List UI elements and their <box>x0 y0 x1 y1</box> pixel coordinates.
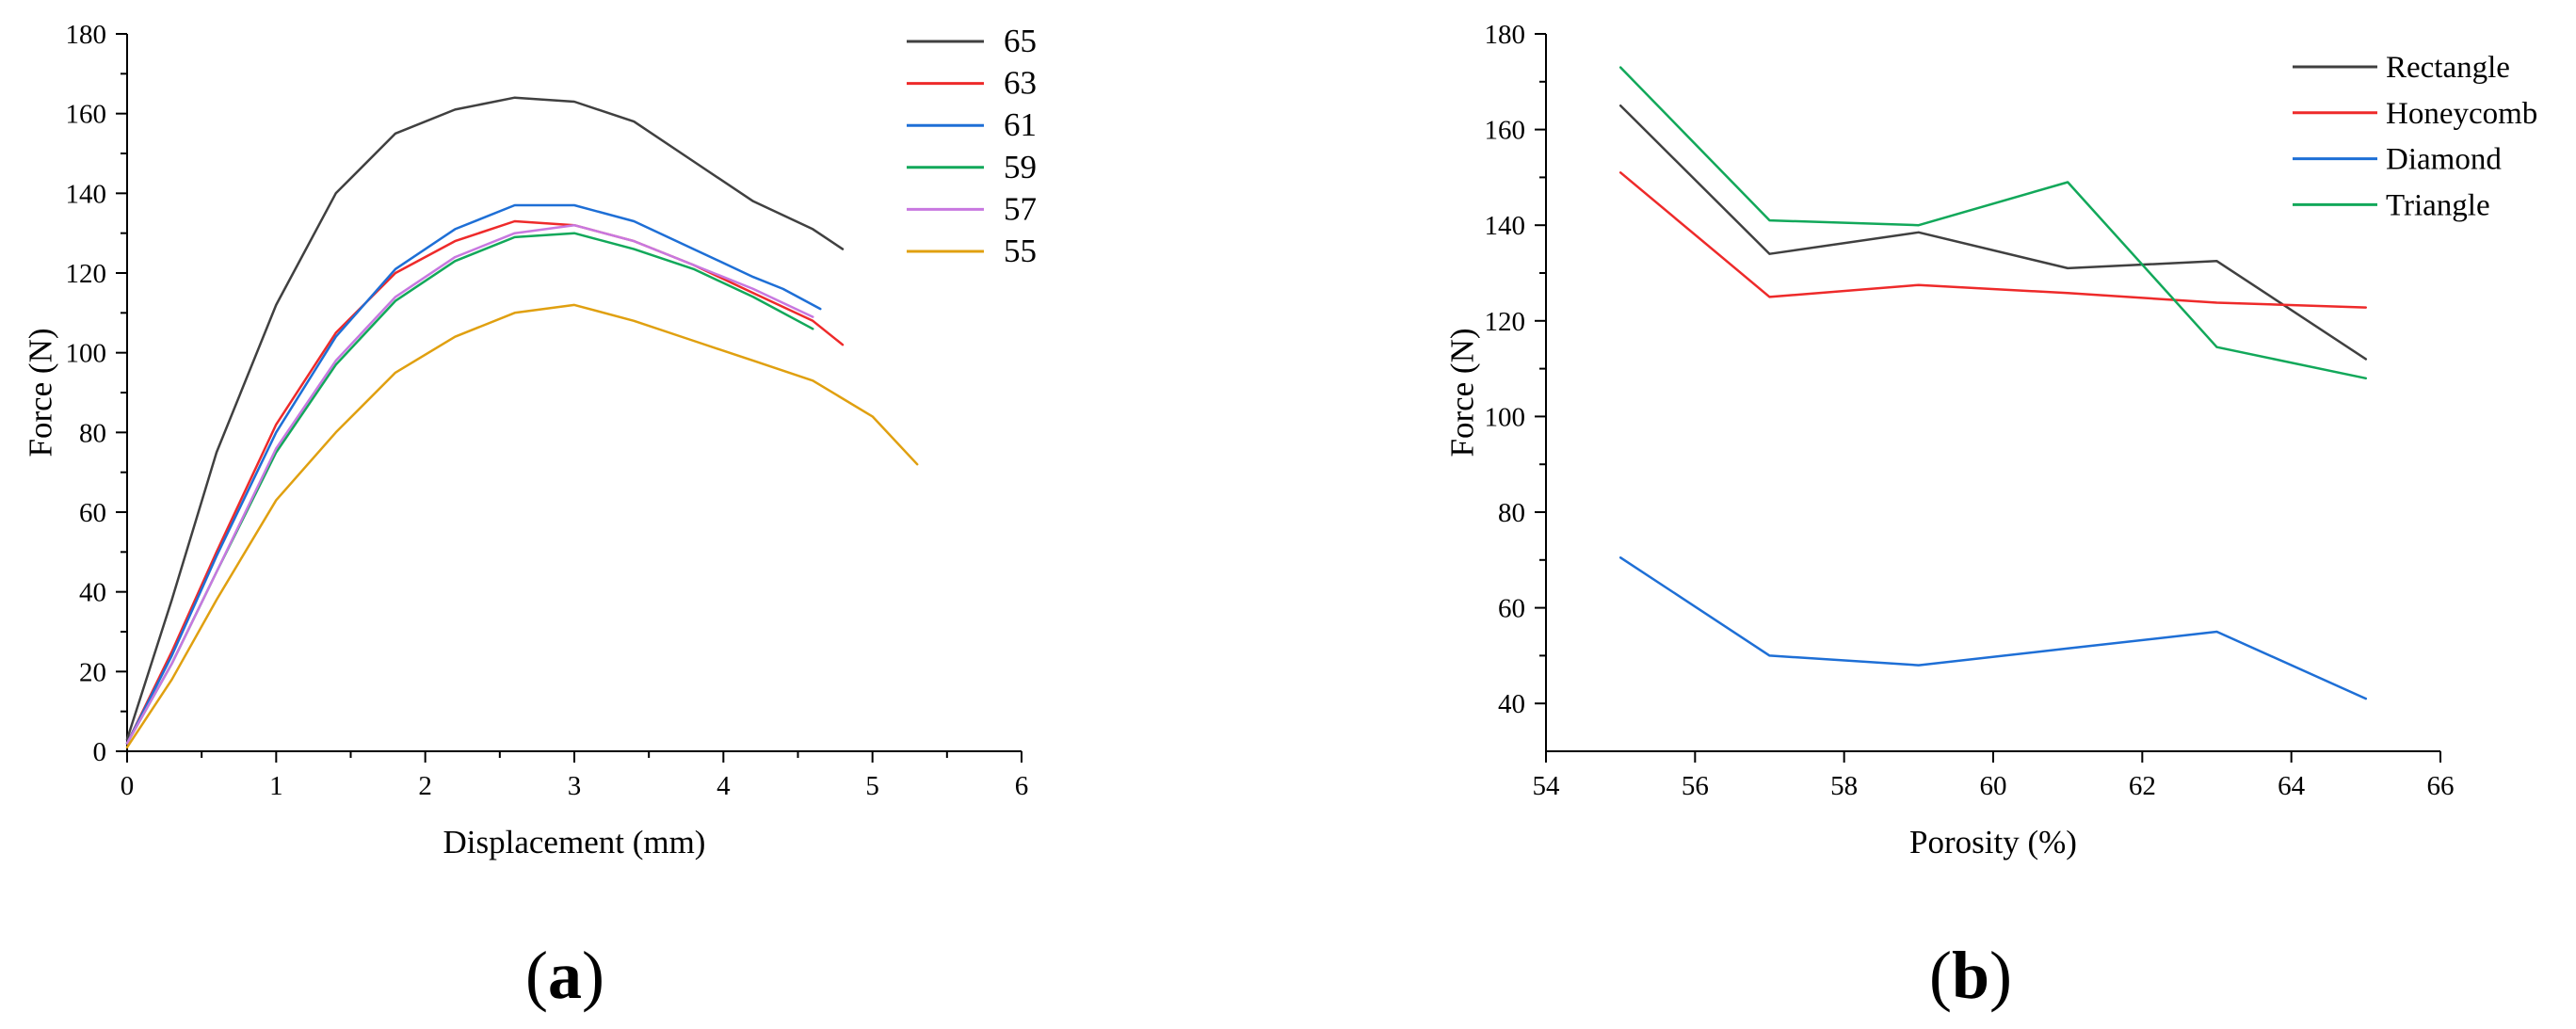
x-tick-label: 54 <box>1533 771 1561 801</box>
legend-label-61: 61 <box>1004 106 1037 143</box>
y-axis-title: Force (N) <box>22 328 58 457</box>
x-tick-label: 3 <box>568 771 582 801</box>
x-tick-label: 6 <box>1015 771 1029 801</box>
x-tick-label: 5 <box>865 771 879 801</box>
y-tick-label: 40 <box>79 578 106 608</box>
y-tick-label: 180 <box>66 20 107 50</box>
series-line-65 <box>125 96 845 741</box>
series-line-55 <box>125 303 919 749</box>
y-tick-label: 120 <box>66 259 107 289</box>
series-line-59 <box>125 232 814 745</box>
x-tick-label: 4 <box>716 771 731 801</box>
y-tick-label: 120 <box>1485 307 1526 337</box>
series-line-rectangle <box>1618 104 2368 361</box>
y-tick-label: 160 <box>1485 116 1526 146</box>
panel-label-a: (a) <box>525 938 604 1013</box>
y-tick-label: 80 <box>1498 498 1525 528</box>
x-tick-label: 64 <box>2278 771 2306 801</box>
y-tick-label: 100 <box>1485 402 1526 432</box>
chart-b: 40 60 80 100 120 140 160 180 54 56 58 60 62 64 66 Poros… <box>1443 20 2537 860</box>
y-axis-title: Force (N) <box>1443 328 1480 457</box>
series-line-honeycomb <box>1618 171 2368 309</box>
legend-label-57: 57 <box>1004 190 1037 227</box>
y-tick-label: 160 <box>66 100 107 130</box>
series-line-diamond <box>1618 556 2368 700</box>
y-tick-label: 100 <box>66 339 107 369</box>
y-tick-label: 140 <box>66 179 107 209</box>
legend-label-63: 63 <box>1004 65 1037 102</box>
x-tick-label: 56 <box>1682 771 1709 801</box>
x-tick-label: 66 <box>2427 771 2455 801</box>
y-tick-label: 40 <box>1498 689 1525 719</box>
legend-label-59: 59 <box>1004 149 1037 185</box>
legend-label-rectangle: Rectangle <box>2386 51 2510 85</box>
x-tick-label: 1 <box>269 771 283 801</box>
series-line-63 <box>125 219 845 745</box>
x-tick-label: 0 <box>121 771 135 801</box>
x-axis-title: Displacement (mm) <box>443 824 706 860</box>
legend-label-55: 55 <box>1004 233 1037 269</box>
panel-label-b: (b) <box>1929 938 2012 1013</box>
y-tick-label: 20 <box>79 657 106 687</box>
x-tick-label: 2 <box>418 771 432 801</box>
y-tick-label: 0 <box>93 737 107 767</box>
y-tick-label: 80 <box>79 418 106 448</box>
chart-a: 0 20 40 60 80 100 120 140 160 180 0 1 2 3 4 5 6 Displacem… <box>22 20 1037 860</box>
series-line-57 <box>125 223 814 745</box>
series-line-61 <box>125 203 822 745</box>
x-tick-label: 60 <box>1980 771 2007 801</box>
y-tick-label: 60 <box>1498 594 1525 624</box>
x-tick-label: 62 <box>2129 771 2156 801</box>
series-line-triangle <box>1618 66 2368 380</box>
x-tick-label: 58 <box>1830 771 1858 801</box>
y-tick-label: 140 <box>1485 211 1526 241</box>
y-tick-label: 180 <box>1485 20 1526 50</box>
x-axis-title: Porosity (%) <box>1909 824 2077 860</box>
legend-label-honeycomb: Honeycomb <box>2386 97 2537 131</box>
y-tick-label: 60 <box>79 498 106 528</box>
legend-label-diamond: Diamond <box>2386 143 2502 177</box>
legend-label-triangle: Triangle <box>2386 188 2490 222</box>
legend-label-65: 65 <box>1004 23 1037 59</box>
